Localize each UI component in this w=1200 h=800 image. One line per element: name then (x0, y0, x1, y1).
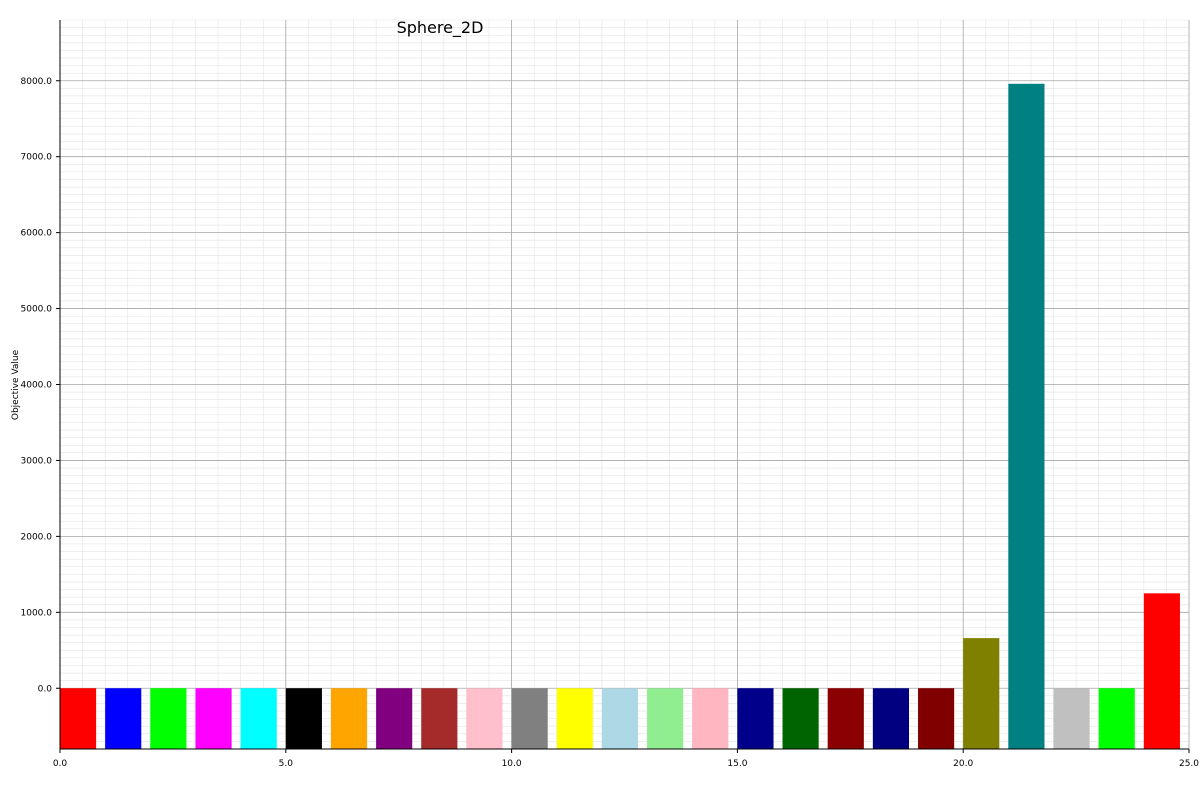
bar-0 (60, 688, 97, 749)
x-tick-label: 5.0 (279, 759, 294, 769)
y-tick-label: 6000.0 (21, 229, 53, 239)
bar-1 (105, 688, 142, 749)
x-tick-label: 15.0 (727, 759, 747, 769)
bars-group (60, 83, 1180, 750)
y-tick-label: 0.0 (38, 684, 53, 694)
bar-4 (240, 688, 277, 749)
y-tick-label: 1000.0 (21, 608, 53, 618)
bar-2 (150, 688, 187, 749)
bar-6 (330, 688, 368, 749)
bar-15 (737, 688, 774, 749)
y-tick-label: 8000.0 (21, 77, 53, 87)
bar-24 (1143, 593, 1180, 749)
bar-23 (1098, 688, 1135, 749)
bar-7 (376, 688, 413, 749)
bar-10 (511, 688, 548, 749)
x-tick-label: 10.0 (502, 759, 522, 769)
y-tick-label: 5000.0 (21, 305, 53, 315)
y-axis-label: Objective Value (11, 349, 21, 420)
bar-13 (647, 688, 684, 749)
x-tick-label: 20.0 (953, 759, 973, 769)
bar-20 (963, 638, 1000, 749)
bar-3 (195, 688, 232, 749)
bar-9 (466, 688, 503, 749)
x-tick-label: 0.0 (53, 759, 68, 769)
x-tick-labels: 0.0 5.0 10.0 15.0 20.0 25.0 (53, 749, 1199, 769)
bar-14 (692, 688, 729, 749)
bar-21 (1008, 83, 1045, 750)
bar-12 (601, 688, 639, 749)
bar-18 (872, 688, 910, 749)
bar-16 (782, 688, 819, 749)
bar-5 (285, 688, 322, 749)
y-tick-label: 4000.0 (21, 381, 53, 391)
y-tick-label: 7000.0 (21, 153, 53, 163)
bar-22 (1053, 688, 1090, 749)
y-tick-label: 3000.0 (21, 456, 53, 466)
y-tick-labels: 0.0 1000.0 2000.0 3000.0 4000.0 5000.0 6000.0 7… (21, 77, 60, 694)
y-tick-label: 2000.0 (21, 532, 53, 542)
chart-title: Sphere_2D (397, 18, 484, 38)
bar-17 (827, 688, 864, 749)
bar-19 (918, 688, 955, 749)
bar-11 (556, 688, 593, 749)
x-tick-label: 25.0 (1179, 759, 1199, 769)
bar-8 (421, 688, 458, 749)
